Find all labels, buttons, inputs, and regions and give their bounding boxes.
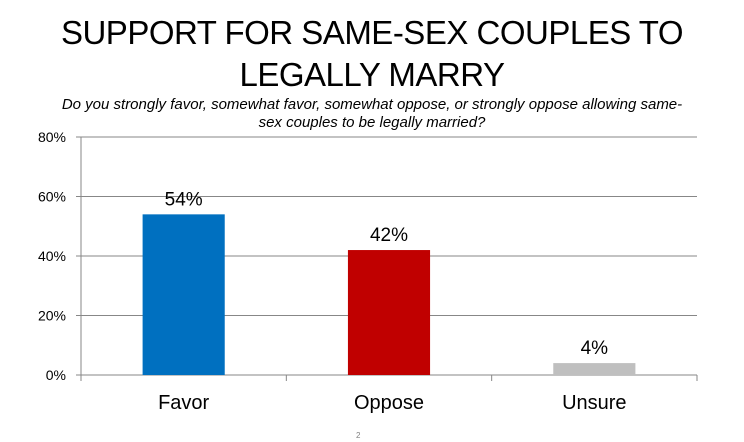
chart-subtitle: Do you strongly favor, somewhat favor, s… — [61, 96, 683, 131]
y-tick-label: 20% — [38, 308, 66, 324]
x-tick-label: Favor — [158, 392, 209, 414]
chart-title: SUPPORT FOR SAME-SEX COUPLES TO LEGALLY … — [60, 14, 684, 93]
bar-oppose — [347, 250, 431, 375]
data-label: 54% — [165, 189, 203, 210]
y-axis: 0% 20% 40% 60% 80% — [38, 129, 82, 383]
x-axis: Favor Oppose Unsure — [80, 374, 698, 414]
data-labels: 54% 42% 4% — [165, 189, 609, 359]
bar-favor — [142, 214, 225, 375]
data-label: 42% — [370, 225, 408, 246]
x-tick-label: Unsure — [562, 392, 626, 414]
x-tick-label: Oppose — [354, 392, 424, 414]
y-tick-label: 40% — [38, 248, 66, 264]
y-tick-label: 80% — [38, 129, 66, 145]
data-label: 4% — [581, 338, 609, 359]
y-tick-label: 0% — [46, 367, 66, 383]
bars — [142, 214, 636, 375]
page-number: 2 — [356, 431, 361, 440]
bar-unsure — [553, 363, 636, 375]
y-tick-label: 60% — [38, 189, 66, 205]
